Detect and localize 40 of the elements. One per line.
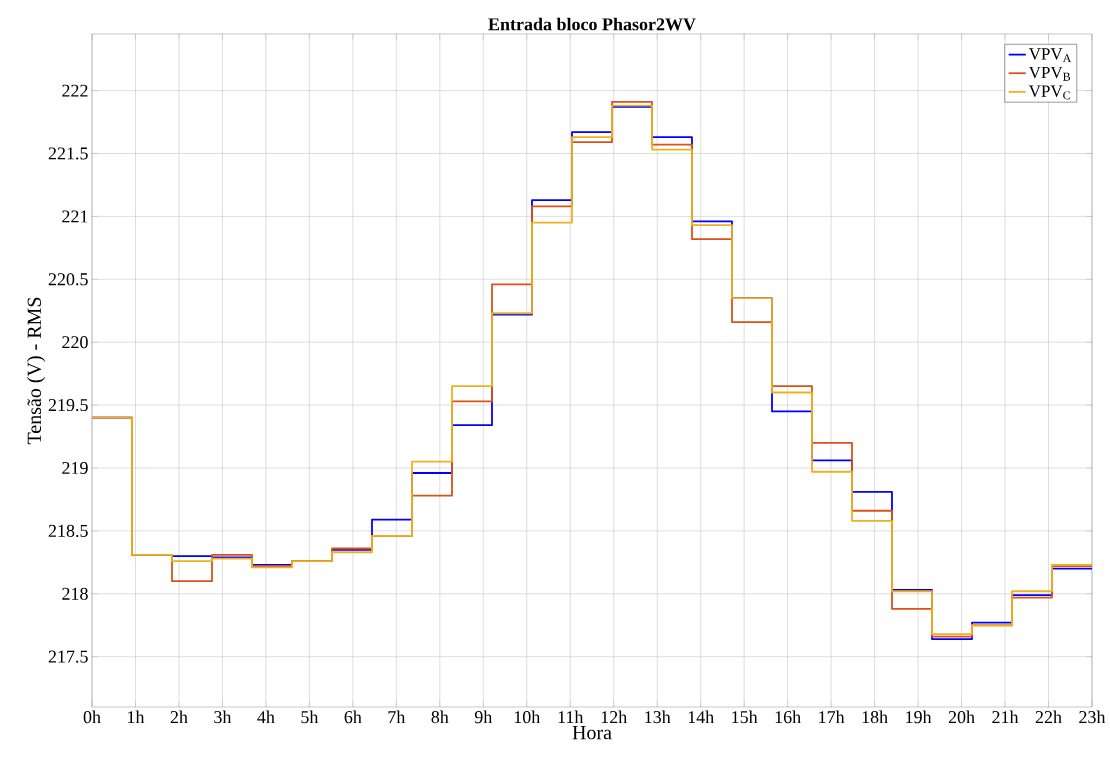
x-tick-label: 15h [732,710,758,724]
x-tick-label: 6h [344,710,362,724]
chart-title: Entrada bloco Phasor2WV [488,17,696,31]
x-tick-label: 1h [128,710,145,724]
x-tick-label: 9h [474,710,493,724]
y-tick-label: 220.5 [48,273,88,286]
x-tick-label: 16h [775,710,801,724]
y-tick-label: 222 [62,84,88,97]
legend-label: VPV$_{B}$ [1028,66,1071,81]
x-tick-label: 19h [906,710,932,724]
y-tick-label: 217.5 [48,650,88,663]
legend-label: VPV$_{A}$ [1028,48,1072,63]
x-tick-label: 18h [862,710,888,724]
y-tick-label: 221 [62,210,88,223]
x-tick-label: 4h [257,710,275,724]
x-tick-label: 10h [514,710,541,724]
x-tick-label: 3h [214,710,232,724]
y-tick-label: 218.5 [48,524,88,537]
x-tick-label: 13h [645,710,671,724]
x-tick-label: 21h [992,710,1019,724]
y-tick-label: 219 [62,461,88,475]
y-axis-title: Tensão (V) - RMS [26,297,46,445]
x-tick-label: 22h [1035,710,1062,724]
x-tick-label: 23h [1079,710,1106,724]
x-tick-label: 8h [431,710,449,724]
y-tick-label: 220 [62,336,88,349]
x-axis-title: Hora [572,726,612,740]
x-tick-label: 11h [558,710,584,724]
x-tick-label: 2h [170,710,188,724]
y-tick-label: 219.5 [48,399,88,412]
legend-label: VPV$_{C}$ [1028,85,1070,100]
x-tick-label: 7h [388,710,406,724]
y-tick-label: 218 [62,587,88,600]
x-tick-label: 20h [948,710,975,724]
x-tick-label: 14h [688,710,714,724]
x-tick-label: 0h [83,710,101,724]
y-tick-label: 221.5 [48,147,88,160]
x-tick-label: 17h [819,710,845,724]
x-tick-label: 5h [301,710,319,724]
x-tick-label: 12h [601,710,627,724]
